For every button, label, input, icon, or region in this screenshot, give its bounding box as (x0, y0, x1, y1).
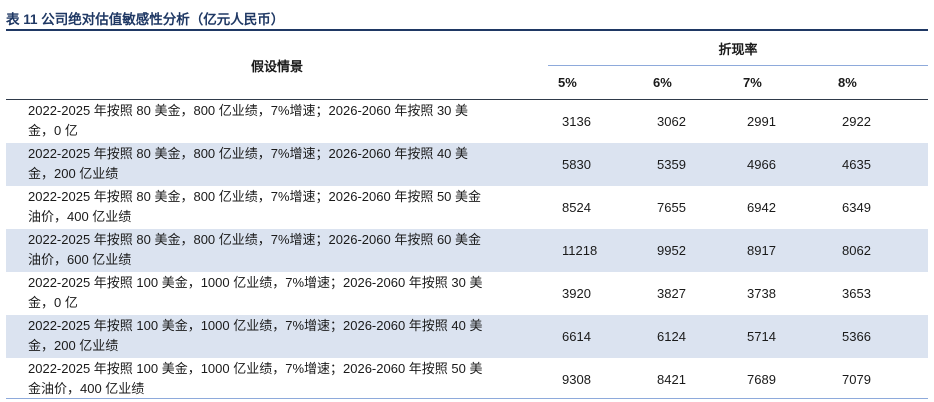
scenario-line: 金，0 亿 (28, 295, 78, 310)
discount-rate-header: 折现率 (718, 41, 758, 57)
scenario-line: 金，200 亿业绩 (28, 166, 119, 181)
value-cell: 3827 (657, 285, 686, 301)
value-cell: 8917 (733, 228, 828, 272)
table-row: 2022-2025 年按照 100 美金，1000 亿业绩，7%增速；2026-… (6, 314, 929, 358)
scenario-line: 金，0 亿 (28, 123, 78, 139)
header-row-1: 假设情景 折现率 (6, 31, 928, 74)
value-cell: 9952 (643, 228, 733, 272)
value-cell: 8062 (828, 228, 929, 272)
value-cell: 4635 (828, 142, 929, 186)
rate-header: 7% (733, 65, 828, 100)
value-cell: 3653 (842, 285, 871, 301)
value-cell: 6124 (643, 314, 733, 358)
scenario-line: 油价，600 亿业绩 (28, 252, 132, 267)
scenario-line: 2022-2025 年按照 100 美金，1000 亿业绩，7%增速；2026-… (28, 318, 483, 333)
value-cell: 3920 (562, 285, 591, 301)
top-rule (6, 29, 928, 31)
scenario-cell: 2022-2025 年按照 80 美金，800 亿业绩，7%增速；2026-20… (6, 99, 548, 143)
value-cell: 3738 (747, 285, 776, 301)
table-row: 2022-2025 年按照 80 美金，800 亿业绩，7%增速；2026-20… (6, 228, 929, 272)
scenario-line: 2022-2025 年按照 100 美金，1000 亿业绩，7%增速；2026-… (28, 275, 483, 290)
scenario-cell: 2022-2025 年按照 80 美金，800 亿业绩，7%增速；2026-20… (6, 228, 548, 272)
value-cell: 6942 (747, 199, 776, 215)
value-cell: 2991 (733, 99, 828, 143)
value-cell: 3136 (548, 99, 643, 143)
value-cell: 4966 (733, 142, 828, 186)
value-cell: 8421 (657, 371, 686, 387)
header-row-2: 5% 6% 7% 8% (6, 65, 929, 100)
table-row: 2022-2025 年按照 80 美金，800 亿业绩，7%增速；2026-20… (6, 186, 928, 229)
scenario-line: 2022-2025 年按照 80 美金，800 亿业绩，7%增速；2026-20… (28, 146, 469, 161)
value-cell: 7079 (842, 371, 871, 387)
value-cell: 8524 (562, 199, 591, 215)
scenario-line: 2022-2025 年按照 80 美金，800 亿业绩，7%增速；2026-20… (28, 103, 469, 119)
value-cell: 2922 (828, 99, 929, 143)
scenario-cell: 2022-2025 年按照 80 美金，800 亿业绩，7%增速；2026-20… (6, 186, 548, 229)
scenario-line: 油价，400 亿业绩 (28, 209, 132, 224)
rate-header: 8% (828, 65, 929, 100)
table-title: 表 11 公司绝对估值敏感性分析（亿元人民币） (6, 12, 285, 27)
rate-header: 5% (548, 65, 643, 100)
value-cell: 11218 (548, 228, 643, 272)
value-cell: 5830 (548, 142, 643, 186)
scenario-cell: 2022-2025 年按照 100 美金，1000 亿业绩，7%增速；2026-… (6, 272, 548, 315)
table-row: 2022-2025 年按照 100 美金，1000 亿业绩，7%增速；2026-… (6, 272, 928, 315)
scenario-cell: 2022-2025 年按照 80 美金，800 亿业绩，7%增速；2026-20… (6, 142, 548, 186)
scenario-line: 金油价，400 亿业绩 (28, 381, 145, 396)
table-row: 2022-2025 年按照 80 美金，800 亿业绩，7%增速；2026-20… (6, 142, 929, 186)
scenario-cell: 2022-2025 年按照 100 美金，1000 亿业绩，7%增速；2026-… (6, 314, 548, 358)
bottom-rule (6, 398, 928, 399)
scenario-cell: 2022-2025 年按照 100 美金，1000 亿业绩，7%增速；2026-… (6, 358, 548, 401)
value-cell: 6349 (842, 199, 871, 215)
scenario-header: 假设情景 (250, 58, 303, 74)
table-row: 2022-2025 年按照 100 美金，1000 亿业绩，7%增速；2026-… (6, 358, 928, 401)
sensitivity-table: 假设情景 折现率 5% 6% 7% 8% 2022-2025 年按照 80 美金… (6, 31, 929, 401)
rate-header: 6% (643, 65, 733, 100)
value-cell: 3062 (643, 99, 733, 143)
value-cell: 7689 (747, 371, 776, 387)
value-cell: 5359 (643, 142, 733, 186)
scenario-line: 2022-2025 年按照 80 美金，800 亿业绩，7%增速；2026-20… (28, 189, 482, 204)
scenario-line: 金，200 亿业绩 (28, 338, 119, 353)
value-cell: 6614 (548, 314, 643, 358)
value-cell: 5714 (733, 314, 828, 358)
value-cell: 5366 (828, 314, 929, 358)
value-cell: 9308 (562, 371, 591, 387)
table-row: 2022-2025 年按照 80 美金，800 亿业绩，7%增速；2026-20… (6, 99, 929, 143)
scenario-line: 2022-2025 年按照 80 美金，800 亿业绩，7%增速；2026-20… (28, 232, 482, 247)
scenario-line: 2022-2025 年按照 100 美金，1000 亿业绩，7%增速；2026-… (28, 361, 483, 376)
value-cell: 7655 (657, 199, 686, 215)
